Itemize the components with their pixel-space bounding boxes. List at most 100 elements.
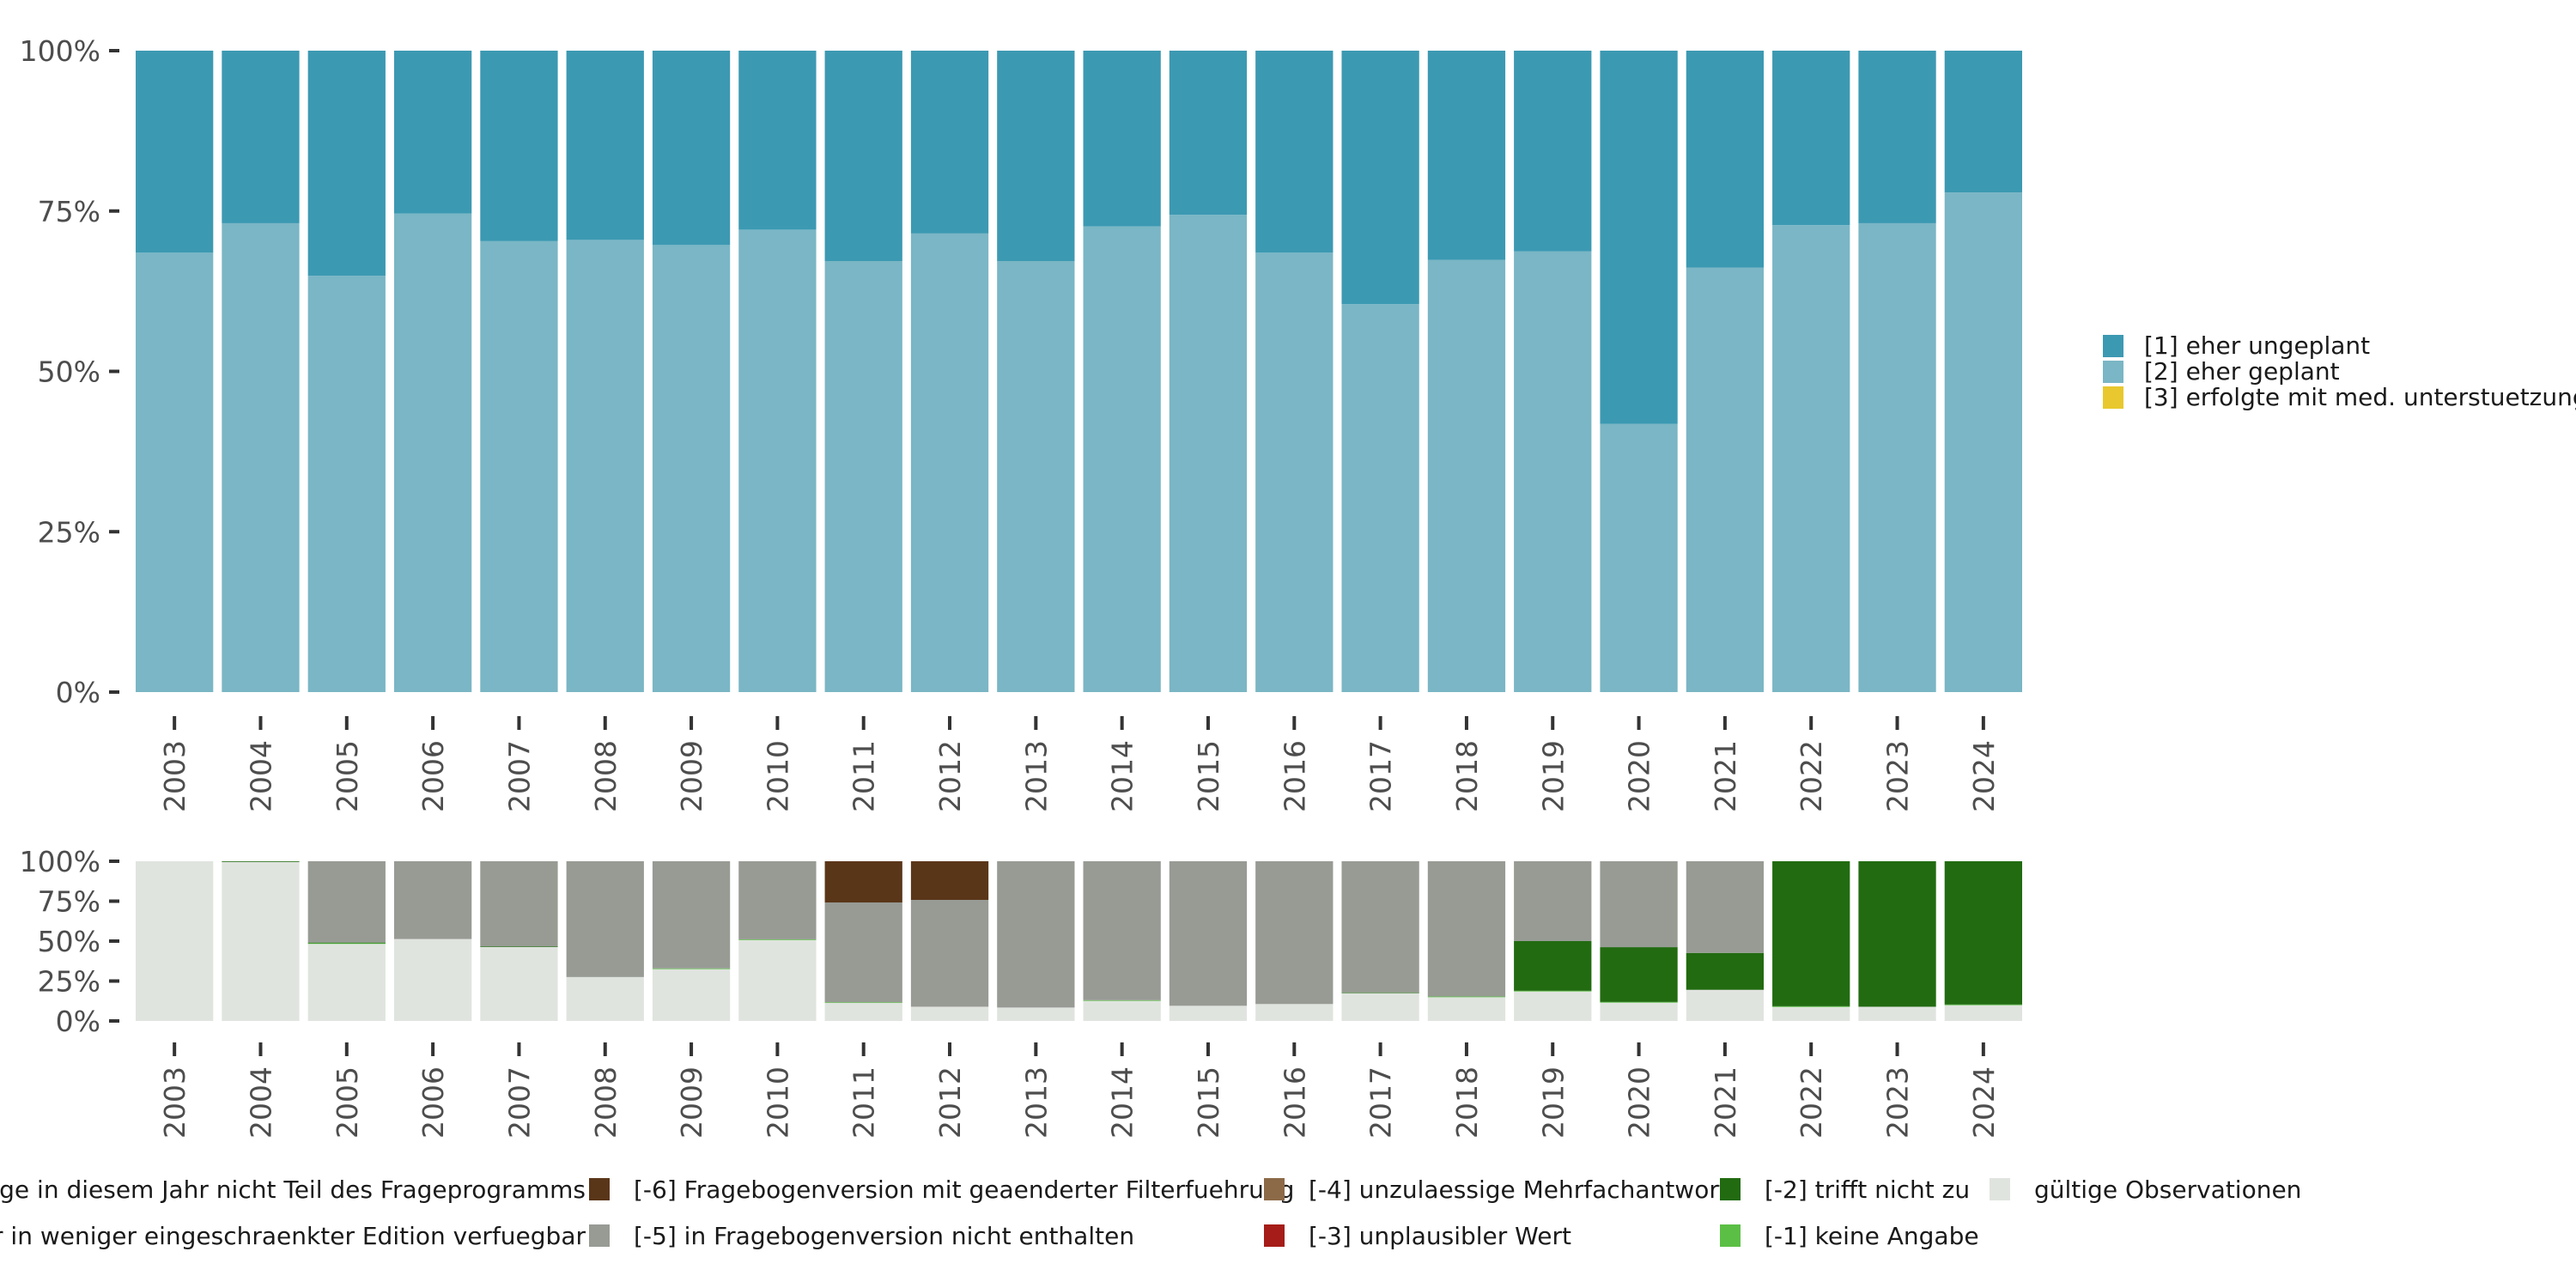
legend-swatch	[1720, 1224, 1741, 1247]
bar-segment-2005-2-eher-geplant	[307, 276, 386, 692]
bar-2003	[136, 51, 214, 692]
bar-segment-2021-1-eher-ungeplant	[1686, 51, 1765, 268]
x-tick-label: 2012	[933, 1066, 967, 1139]
bar-segment-2021-2-eher-geplant	[1686, 267, 1765, 692]
bar-segment-2019-1-keine-angabe	[1514, 990, 1592, 992]
y-tick-label: 25%	[38, 965, 100, 999]
bar-segment-2019-1-eher-ungeplant	[1514, 51, 1592, 252]
x-tick-label: 2012	[933, 740, 967, 812]
bar-segment-2022-1-eher-ungeplant	[1772, 51, 1850, 226]
bar-segment-2016-1-eher-ungeplant	[1255, 51, 1334, 253]
legend-label: [-3] unplausibler Wert	[1309, 1222, 1571, 1250]
bar-segment-2015-5-in-fragebogenversion-nicht-enthalten	[1169, 861, 1248, 1006]
bar-segment-2024-gültige-observationen	[1944, 1005, 2022, 1021]
bar-segment-2009-gültige-observationen	[652, 969, 731, 1021]
x-tick-label: 2008	[589, 740, 623, 812]
bar-segment-2008-2-eher-geplant	[566, 240, 644, 692]
bar-segment-2016-5-in-fragebogenversion-nicht-enthalten	[1255, 861, 1334, 1005]
bar-2021	[1686, 51, 1765, 692]
bar-segment-2014-1-eher-ungeplant	[1083, 51, 1161, 227]
bar-2024	[1944, 861, 2022, 1021]
legend-label: ur in weniger eingeschraenkter Edition v…	[0, 1222, 586, 1250]
legend-item-ur-in-weniger-eingeschraenkter-edition-verfuegbar: ur in weniger eingeschraenkter Edition v…	[0, 1222, 586, 1250]
y-tick-label: 50%	[38, 355, 100, 389]
bar-segment-2008-1-eher-ungeplant	[566, 51, 644, 240]
bar-segment-2017-5-in-fragebogenversion-nicht-enthalten	[1341, 861, 1419, 993]
legend-item-3-erfolgte-mit-med-unterstuetzung: [3] erfolgte mit med. unterstuetzung	[2103, 383, 2576, 411]
bar-segment-2004-gültige-observationen	[222, 861, 300, 1021]
x-tick-label: 2017	[1364, 1066, 1398, 1139]
bar-segment-2015-gültige-observationen	[1169, 1005, 1248, 1021]
bar-segment-2018-1-eher-ungeplant	[1427, 51, 1506, 260]
legend-item-5-in-fragebogenversion-nicht-enthalten: [-5] in Fragebogenversion nicht enthalte…	[589, 1222, 1134, 1250]
x-tick-label: 2017	[1364, 740, 1398, 812]
x-tick-label: 2019	[1536, 1066, 1570, 1139]
x-tick-label: 2011	[848, 740, 881, 812]
x-tick-label: 2014	[1106, 1066, 1139, 1139]
legend-swatch	[2103, 335, 2123, 357]
bar-segment-2024-2-eher-geplant	[1944, 192, 2022, 693]
bar-segment-2008-5-in-fragebogenversion-nicht-enthalten	[566, 861, 644, 977]
bar-2012	[910, 861, 989, 1021]
bar-segment-2003-gültige-observationen	[136, 861, 214, 1021]
bar-segment-2014-2-eher-geplant	[1083, 226, 1161, 692]
bar-segment-2010-5-in-fragebogenversion-nicht-enthalten	[738, 861, 817, 939]
x-tick-label: 2024	[1967, 1066, 2001, 1139]
y-tick-label: 25%	[38, 515, 100, 549]
bar-segment-2023-2-eher-geplant	[1858, 222, 1936, 692]
x-tick-label: 2020	[1623, 1066, 1656, 1139]
bar-segment-2024-2-trifft-nicht-zu	[1944, 861, 2022, 1005]
bar-2023	[1858, 51, 1936, 692]
bar-segment-2014-5-in-fragebogenversion-nicht-enthalten	[1083, 861, 1161, 1000]
bar-segment-2013-5-in-fragebogenversion-nicht-enthalten	[997, 861, 1075, 1008]
bar-segment-2014-gültige-observationen	[1083, 1000, 1161, 1021]
legend-label: rage in diesem Jahr nicht Teil des Frage…	[0, 1176, 586, 1204]
x-tick-label: 2016	[1278, 740, 1311, 812]
x-tick-label: 2009	[675, 1066, 708, 1139]
bar-segment-2004-2-trifft-nicht-zu	[222, 861, 300, 862]
bar-2009	[652, 51, 731, 693]
x-tick-label: 2004	[244, 1066, 277, 1139]
bar-2017	[1341, 51, 1419, 692]
bar-segment-2022-2-trifft-nicht-zu	[1772, 861, 1850, 1006]
bar-2019	[1514, 51, 1592, 692]
bar-segment-2023-2-trifft-nicht-zu	[1858, 861, 1936, 1007]
bar-segment-2007-2-trifft-nicht-zu	[480, 946, 558, 947]
bar-2020	[1600, 861, 1678, 1021]
bar-2003	[136, 861, 214, 1021]
bar-segment-2013-gültige-observationen	[997, 1007, 1075, 1021]
bar-2018	[1427, 51, 1506, 692]
bar-segment-2020-2-eher-geplant	[1600, 423, 1678, 692]
bar-segment-2011-6-fragebogenversion-mit-geaenderter-filterfuehrung	[824, 861, 902, 902]
bar-2013	[997, 51, 1075, 692]
bar-segment-2019-2-trifft-nicht-zu	[1514, 941, 1592, 991]
bar-segment-2012-5-in-fragebogenversion-nicht-enthalten	[910, 900, 989, 1007]
bar-2015	[1169, 51, 1248, 693]
bar-segment-2003-1-eher-ungeplant	[136, 51, 214, 253]
bar-segment-2018-1-keine-angabe	[1427, 996, 1506, 998]
bar-segment-2024-1-eher-ungeplant	[1944, 51, 2022, 193]
x-tick-label: 2020	[1623, 740, 1656, 812]
bar-segment-2006-5-in-fragebogenversion-nicht-enthalten	[393, 861, 472, 939]
bar-segment-2006-gültige-observationen	[393, 939, 472, 1021]
bar-segment-2012-6-fragebogenversion-mit-geaenderter-filterfuehrung	[910, 861, 989, 901]
bar-2008	[566, 861, 644, 1021]
x-tick-label: 2013	[1019, 1066, 1053, 1139]
bar-2014	[1083, 51, 1161, 692]
bar-segment-2010-1-keine-angabe	[738, 939, 817, 940]
bar-segment-2012-gültige-observationen	[910, 1006, 989, 1021]
bar-segment-2021-5-in-fragebogenversion-nicht-enthalten	[1686, 861, 1765, 953]
x-tick-label: 2011	[848, 1066, 881, 1139]
bar-segment-2005-2-trifft-nicht-zu	[307, 942, 386, 944]
bar-2004	[222, 861, 300, 1021]
bar-2017	[1341, 861, 1419, 1021]
y-tick-label: 0%	[56, 676, 100, 709]
legend-swatch	[1990, 1178, 2010, 1200]
bar-segment-2005-1-keine-angabe	[307, 943, 386, 945]
bar-segment-2011-gültige-observationen	[824, 1002, 902, 1021]
bar-segment-2005-1-eher-ungeplant	[307, 51, 386, 276]
bar-2006	[393, 861, 472, 1021]
bar-segment-2022-gültige-observationen	[1772, 1006, 1850, 1021]
bar-2018	[1427, 861, 1506, 1021]
bar-segment-2016-gültige-observationen	[1255, 1004, 1334, 1021]
